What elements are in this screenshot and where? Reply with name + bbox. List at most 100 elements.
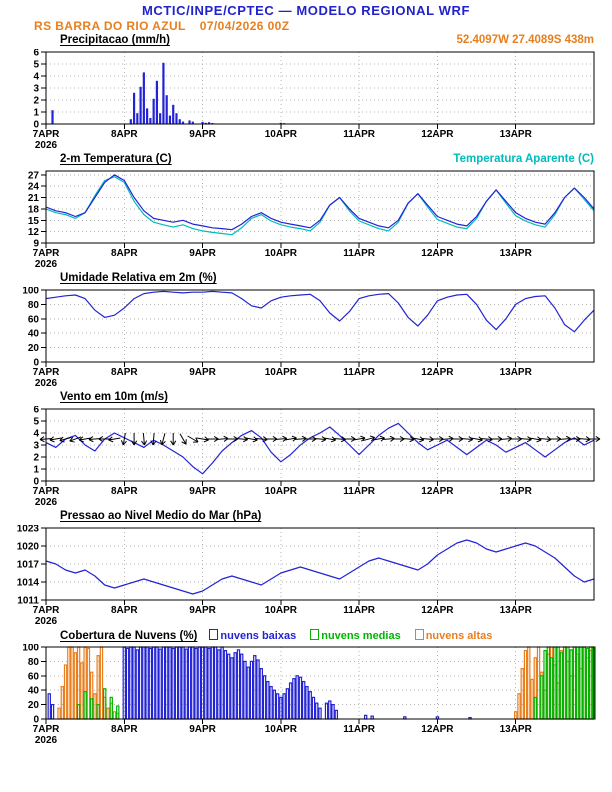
svg-text:10APR: 10APR — [265, 129, 298, 140]
svg-text:11APR: 11APR — [343, 486, 375, 497]
location-coordinates: 52.4097W 27.4089S 438m — [456, 34, 594, 46]
svg-text:2026: 2026 — [35, 259, 58, 270]
svg-text:1023: 1023 — [17, 525, 40, 535]
svg-text:8APR: 8APR — [111, 367, 138, 378]
svg-text:60: 60 — [28, 314, 40, 325]
station-run-line: RS BARRA DO RIO AZUL 07/04/2026 00Z — [34, 19, 612, 34]
svg-text:12APR: 12APR — [421, 248, 454, 259]
panel-clouds-head: Cobertura de Nuvens (%) nuvens baixas nu… — [60, 629, 594, 644]
svg-text:13APR: 13APR — [500, 605, 533, 616]
svg-text:11APR: 11APR — [343, 724, 375, 735]
svg-text:100: 100 — [22, 644, 39, 654]
svg-text:9APR: 9APR — [189, 129, 216, 140]
svg-text:12APR: 12APR — [421, 605, 454, 616]
legend-label-baixas: nuvens baixas — [220, 630, 297, 642]
svg-text:10APR: 10APR — [265, 486, 298, 497]
svg-text:12: 12 — [28, 227, 40, 238]
svg-text:1017: 1017 — [17, 560, 40, 571]
panel-title-precipitation: Precipitacao (mm/h) — [60, 34, 170, 46]
svg-text:11APR: 11APR — [343, 129, 375, 140]
svg-text:2026: 2026 — [35, 378, 58, 389]
nuvens-baixas-swatch-icon — [209, 629, 219, 640]
svg-text:2: 2 — [33, 96, 39, 107]
svg-text:7APR: 7APR — [33, 605, 60, 616]
nuvens-altas-swatch-icon — [414, 629, 424, 640]
svg-text:7APR: 7APR — [33, 724, 60, 735]
svg-text:80: 80 — [28, 657, 40, 668]
panel-precipitation-head: Precipitacao (mm/h) 52.4097W 27.4089S 43… — [60, 34, 594, 49]
svg-text:12APR: 12APR — [421, 367, 454, 378]
svg-text:11APR: 11APR — [343, 605, 375, 616]
svg-text:2026: 2026 — [35, 735, 58, 746]
svg-text:13APR: 13APR — [500, 248, 533, 259]
svg-text:1: 1 — [33, 465, 39, 476]
apparent-temperature-label: Temperatura Aparente (C) — [453, 153, 594, 165]
svg-text:9APR: 9APR — [189, 605, 216, 616]
svg-text:3: 3 — [33, 84, 39, 95]
svg-text:12APR: 12APR — [421, 129, 454, 140]
svg-text:40: 40 — [28, 686, 40, 697]
legend-nuvens-altas: nuvens altas — [414, 629, 493, 642]
svg-text:13APR: 13APR — [500, 486, 533, 497]
svg-text:2026: 2026 — [35, 616, 58, 627]
page-title: MCTIC/INPE/CPTEC — MODELO REGIONAL WRF — [141, 3, 471, 18]
svg-text:8APR: 8APR — [111, 605, 138, 616]
svg-text:5: 5 — [33, 417, 39, 428]
svg-text:1020: 1020 — [17, 542, 40, 553]
svg-text:11APR: 11APR — [343, 248, 375, 259]
svg-text:2: 2 — [33, 453, 39, 464]
svg-text:1: 1 — [33, 108, 39, 119]
legend-label-altas: nuvens altas — [425, 630, 493, 642]
svg-text:21: 21 — [28, 193, 40, 204]
legend-nuvens-baixas: nuvens baixas — [209, 629, 296, 642]
run-datetime: 07/04/2026 00Z — [199, 19, 290, 33]
legend-nuvens-medias: nuvens medias — [310, 629, 401, 642]
svg-text:10APR: 10APR — [265, 367, 298, 378]
svg-text:8APR: 8APR — [111, 129, 138, 140]
svg-text:9APR: 9APR — [189, 486, 216, 497]
panel-wind: Vento em 10m (m/s) 0 1 2 3 4 5 6 7APR 2026 8APR 9A… — [0, 391, 612, 510]
station-name: RS BARRA DO RIO AZUL — [34, 19, 186, 33]
panel-pressure: Pressao ao Nivel Medio do Mar (hPa) 1011… — [0, 510, 612, 629]
svg-text:60: 60 — [28, 671, 40, 682]
clouds-legend: nuvens baixas nuvens medias nuvens altas — [209, 629, 492, 642]
svg-text:20: 20 — [28, 700, 40, 711]
svg-text:13APR: 13APR — [500, 724, 533, 735]
svg-text:40: 40 — [28, 329, 40, 340]
svg-text:1014: 1014 — [17, 578, 40, 589]
svg-text:3: 3 — [33, 441, 39, 452]
svg-text:0: 0 — [33, 120, 39, 131]
svg-text:1011: 1011 — [17, 596, 39, 607]
svg-text:0: 0 — [33, 358, 39, 369]
svg-text:8APR: 8APR — [111, 248, 138, 259]
svg-text:7APR: 7APR — [33, 248, 60, 259]
svg-text:4: 4 — [33, 72, 39, 83]
panel-humidity-head: Umidade Relativa em 2m (%) — [60, 272, 594, 287]
panel-title-humidity: Umidade Relativa em 2m (%) — [60, 272, 217, 284]
svg-text:8APR: 8APR — [111, 724, 138, 735]
panel-title-clouds: Cobertura de Nuvens (%) — [60, 630, 198, 642]
svg-text:6: 6 — [33, 49, 39, 59]
svg-text:12APR: 12APR — [421, 724, 454, 735]
svg-text:7APR: 7APR — [33, 367, 60, 378]
svg-text:18: 18 — [28, 204, 40, 215]
svg-text:6: 6 — [33, 406, 39, 416]
panel-title-pressure: Pressao ao Nivel Medio do Mar (hPa) — [60, 510, 262, 522]
panel-precipitation: Precipitacao (mm/h) 52.4097W 27.4089S 43… — [0, 34, 612, 153]
svg-text:0: 0 — [33, 477, 39, 488]
svg-text:15: 15 — [28, 216, 40, 227]
panel-title-temperature: 2-m Temperatura (C) — [60, 153, 172, 165]
svg-text:9APR: 9APR — [189, 724, 216, 735]
panel-clouds: Cobertura de Nuvens (%) nuvens baixas nu… — [0, 629, 612, 748]
svg-text:11APR: 11APR — [343, 367, 375, 378]
svg-text:13APR: 13APR — [500, 367, 533, 378]
svg-text:10APR: 10APR — [265, 248, 298, 259]
nuvens-medias-swatch-icon — [310, 629, 320, 640]
svg-text:7APR: 7APR — [33, 129, 60, 140]
panel-temperature-head: 2-m Temperatura (C) Temperatura Aparente… — [60, 153, 594, 168]
